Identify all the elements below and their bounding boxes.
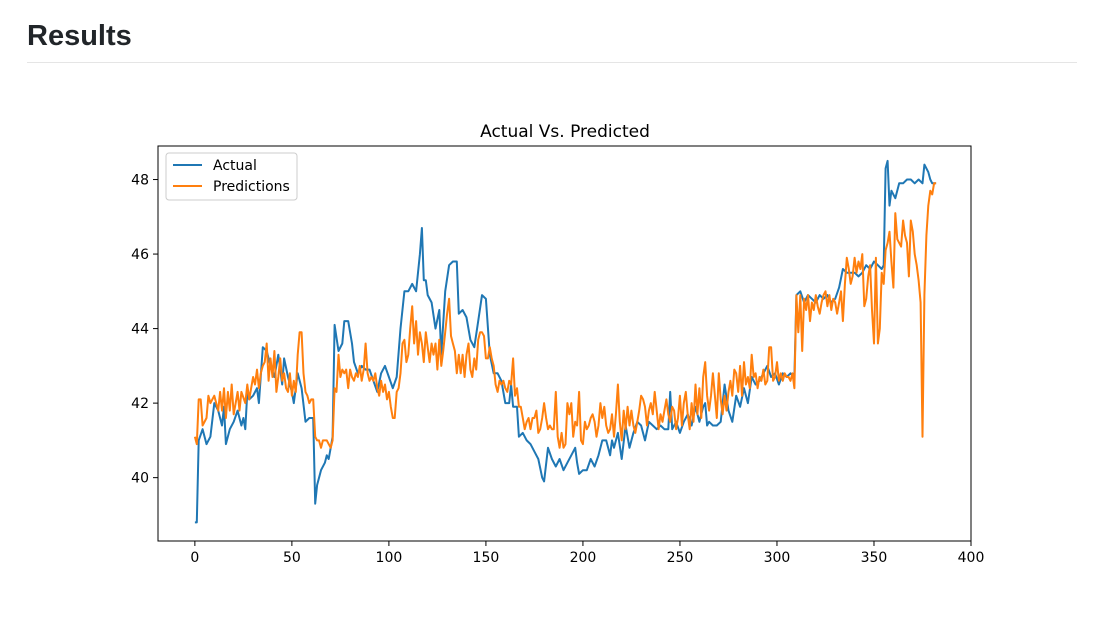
plot-frame [157, 145, 972, 542]
x-tick-label: 350 [861, 550, 888, 566]
x-tick-label: 200 [570, 550, 597, 566]
x-tick-label: 150 [473, 550, 500, 566]
x-tick-label: 250 [667, 550, 694, 566]
y-tick-label: 48 [131, 173, 149, 189]
legend: Actual Predictions [165, 152, 298, 201]
series-line-predictions [193, 182, 937, 449]
series-line-actual [194, 159, 937, 524]
axes: 0 50 100 150 200 250 300 350 400 40 42 44 46 48 [131, 173, 984, 566]
y-tick-label: 44 [131, 322, 149, 338]
plot-area [193, 159, 937, 524]
header-divider [27, 62, 1077, 63]
y-tick-label: 40 [131, 471, 149, 487]
x-tick-label: 100 [376, 550, 403, 566]
x-tick-label: 400 [958, 550, 985, 566]
legend-label-predictions: Predictions [213, 179, 290, 195]
y-tick-label: 42 [131, 396, 149, 412]
page-header: Results [27, 14, 1077, 58]
page-title: Results [27, 20, 132, 52]
legend-label-actual: Actual [213, 158, 257, 174]
x-tick-label: 300 [764, 550, 791, 566]
chart-title: Actual Vs. Predicted [480, 122, 650, 142]
y-tick-label: 46 [131, 247, 149, 263]
x-tick-label: 50 [283, 550, 301, 566]
x-tick-label: 0 [190, 550, 199, 566]
